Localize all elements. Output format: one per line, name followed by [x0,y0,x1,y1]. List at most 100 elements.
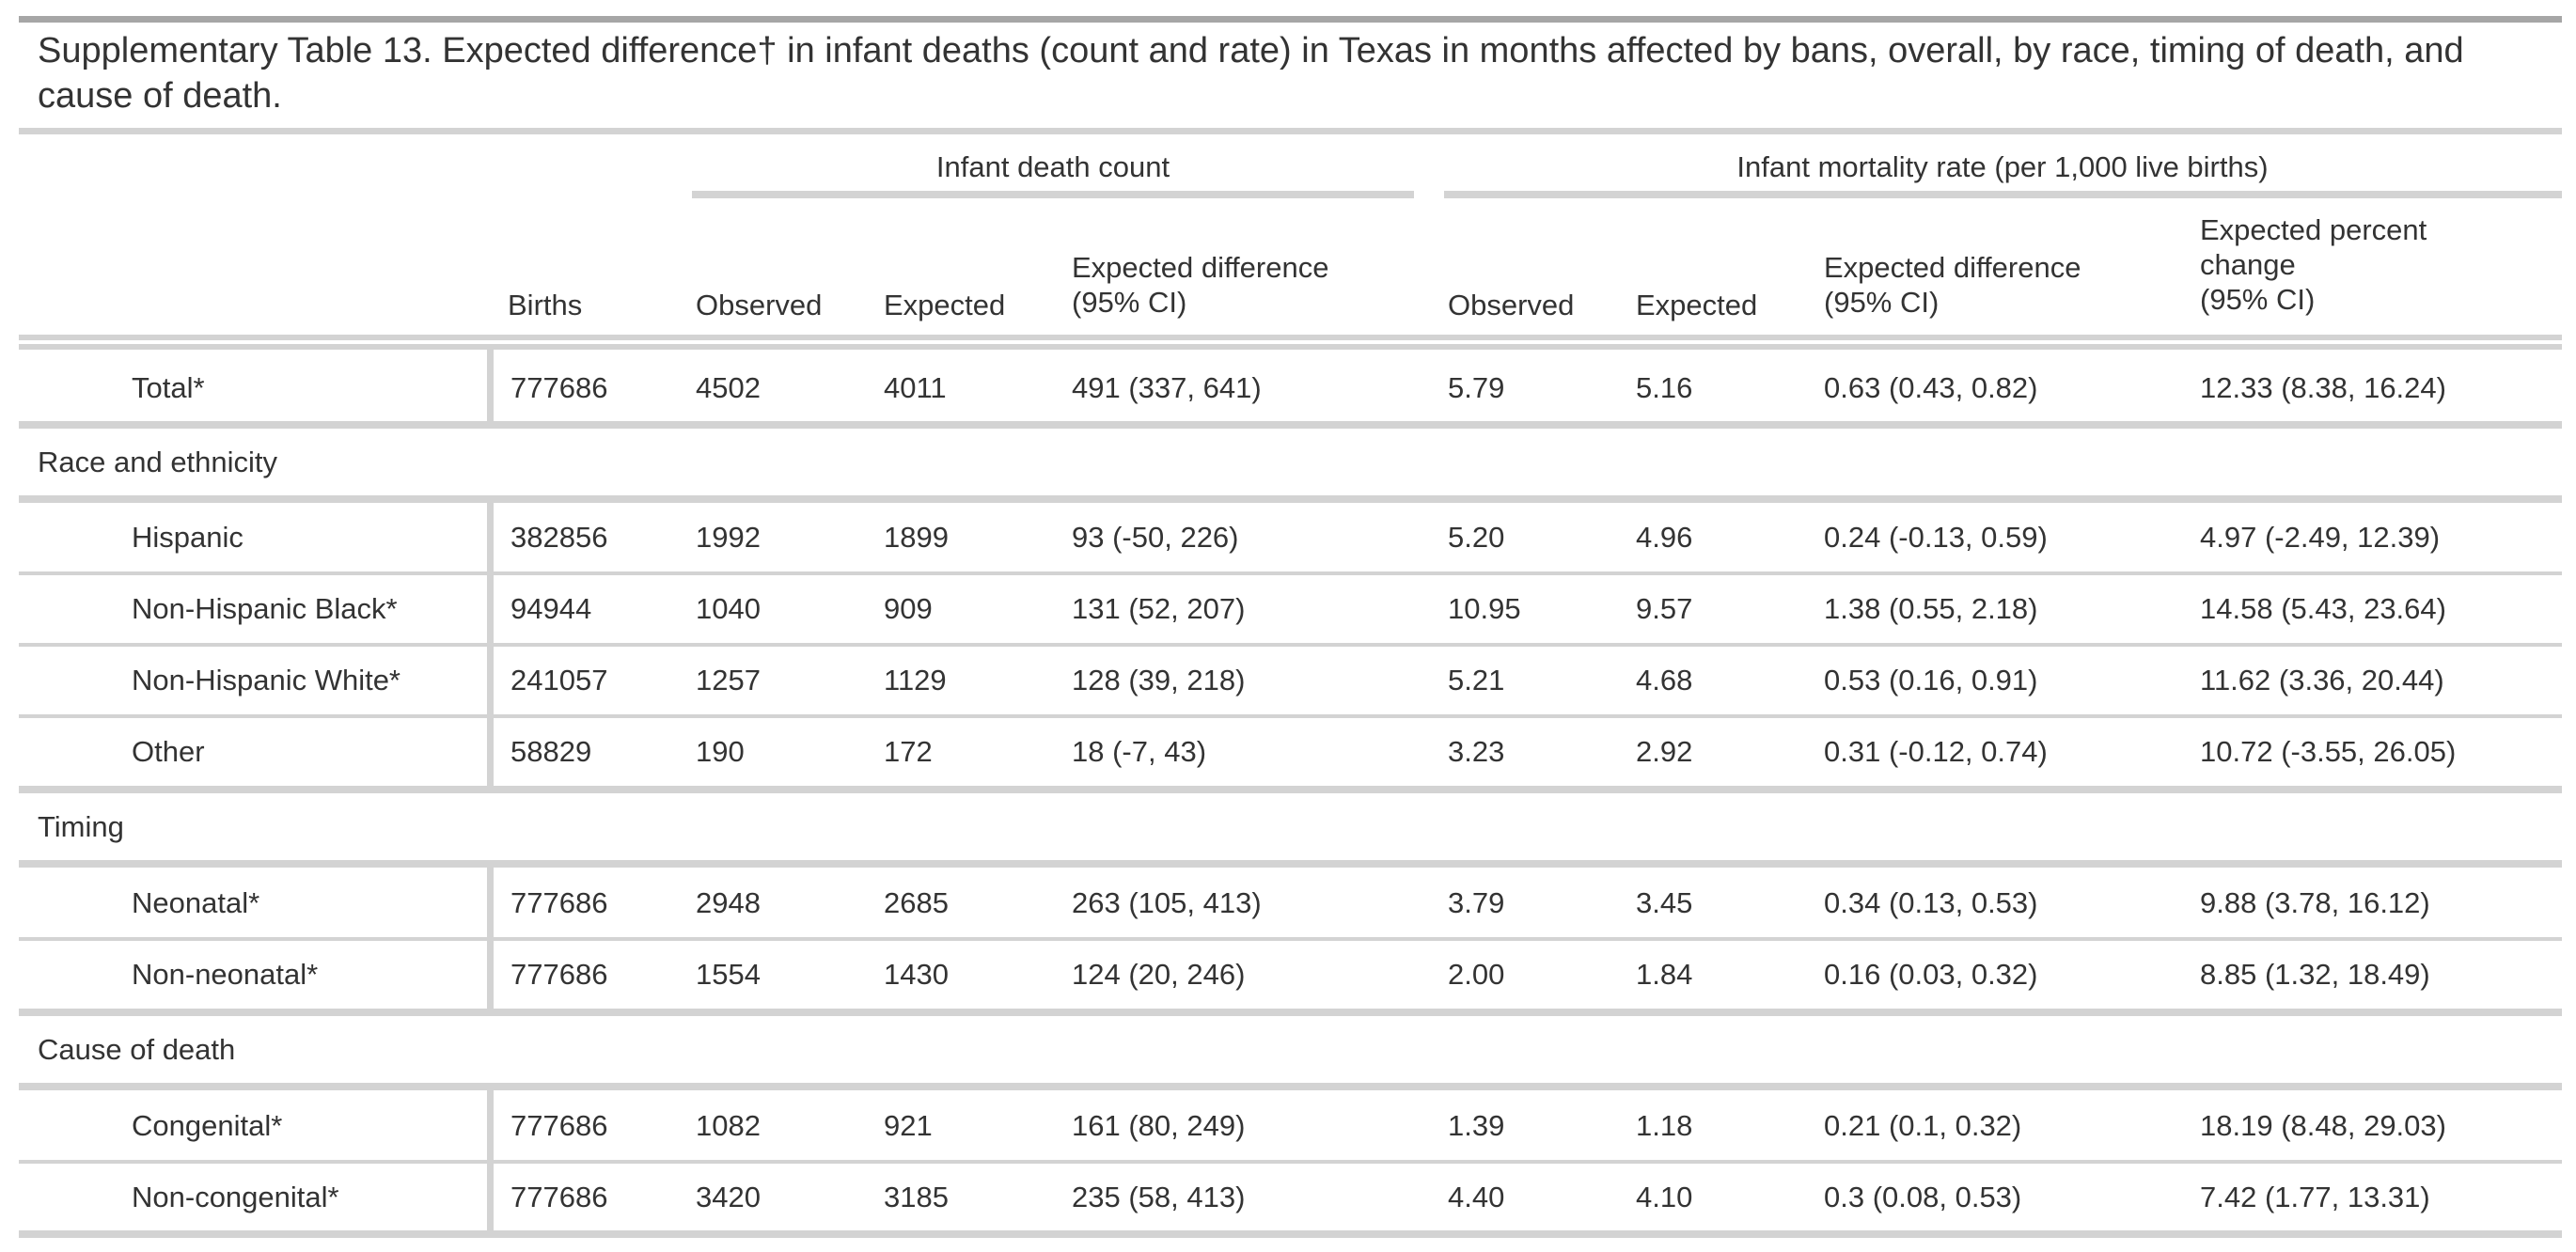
cell-observed-count: 1040 [696,592,761,625]
cell-expected-count: 921 [884,1109,933,1142]
cell-expected-count: 1129 [884,664,947,696]
section-label-cause: Cause of death [38,1033,236,1066]
cell-observed-count: 3420 [696,1181,761,1213]
cell-observed-rate: 3.79 [1448,886,1505,919]
row-label: Non-Hispanic Black* [132,592,398,625]
table-top-border [19,16,2562,23]
cell-diff-rate: 0.63 (0.43, 0.82) [1824,371,2038,404]
cell-expected-rate: 9.57 [1636,592,1693,625]
col-expected-count: Expected [884,289,1006,321]
cell-observed-rate: 5.79 [1448,371,1505,404]
cell-diff-count: 235 (58, 413) [1072,1181,1246,1213]
section-label-timing: Timing [38,810,124,843]
row-label: Congenital* [132,1109,283,1142]
group-header-rate: Infant mortality rate (per 1,000 live bi… [1736,150,2269,183]
cell-percent-change: 9.88 (3.78, 16.12) [2200,886,2430,919]
cell-expected-count: 909 [884,592,933,625]
cell-percent-change: 10.72 (-3.55, 26.05) [2200,735,2457,768]
cell-expected-rate: 1.18 [1636,1109,1693,1142]
row-divider [19,571,2562,575]
cell-observed-rate: 5.21 [1448,664,1505,696]
row-label: Non-Hispanic White* [132,664,401,696]
row-divider [19,1160,2562,1164]
row-divider [19,714,2562,718]
cell-percent-change: 18.19 (8.48, 29.03) [2200,1109,2446,1142]
col-percent-change-line1: Expected percent [2200,213,2427,246]
cell-percent-change: 11.62 (3.36, 20.44) [2200,664,2444,696]
cell-observed-count: 190 [696,735,745,768]
cell-diff-count: 263 (105, 413) [1072,886,1262,919]
section-bottom-rule [19,1009,2562,1016]
cell-expected-rate: 1.84 [1636,958,1693,991]
col-diff-count: Expected difference (95% CI) [1072,250,1328,320]
col-observed-rate: Observed [1448,289,1575,321]
col-percent-change-line2: change [2200,248,2296,281]
cell-observed-count: 1082 [696,1109,761,1142]
cell-expected-count: 1430 [884,958,949,991]
row-divider [19,643,2562,647]
cell-diff-count: 124 (20, 246) [1072,958,1246,991]
cell-births: 241057 [510,664,608,696]
cell-expected-count: 2685 [884,886,949,919]
cell-diff-rate: 1.38 (0.55, 2.18) [1824,592,2038,625]
cell-percent-change: 7.42 (1.77, 13.31) [2200,1181,2430,1213]
table-title: Supplementary Table 13. Expected differe… [38,31,2464,116]
cell-diff-rate: 0.34 (0.13, 0.53) [1824,886,2038,919]
cell-observed-rate: 10.95 [1448,592,1521,625]
group-header-count-underline [692,191,1414,198]
cell-expected-rate: 4.10 [1636,1181,1693,1213]
cell-births: 777686 [510,1181,608,1213]
table-bottom-rule [19,1230,2562,1238]
title-divider [19,128,2562,134]
cell-percent-change: 8.85 (1.32, 18.49) [2200,958,2430,991]
cell-diff-count: 18 (-7, 43) [1072,735,1207,768]
cell-births: 58829 [510,735,592,768]
section-bottom-rule [19,786,2562,793]
cell-diff-count: 131 (52, 207) [1072,592,1246,625]
row-label: Neonatal* [132,886,260,919]
cell-diff-count: 491 (337, 641) [1072,371,1262,404]
col-percent-change: Expected percent change (95% CI) [2200,212,2427,317]
col-percent-change-line3: (95% CI) [2200,283,2316,316]
cell-observed-count: 1992 [696,521,761,554]
cell-expected-rate: 2.92 [1636,735,1693,768]
cell-percent-change: 12.33 (8.38, 16.24) [2200,371,2446,404]
col-diff-count-line1: Expected difference [1072,251,1329,284]
cell-diff-rate: 0.21 (0.1, 0.32) [1824,1109,2022,1142]
cell-percent-change: 14.58 (5.43, 23.64) [2200,592,2446,625]
header-rule-top [19,335,2562,340]
cell-births: 382856 [510,521,608,554]
cell-observed-rate: 5.20 [1448,521,1505,554]
cell-percent-change: 4.97 (-2.49, 12.39) [2200,521,2441,554]
section-divider [19,495,2562,503]
section-divider [19,860,2562,868]
col-observed-count: Observed [696,289,823,321]
row-label: Hispanic [132,521,243,554]
cell-diff-rate: 0.53 (0.16, 0.91) [1824,664,2038,696]
cell-observed-rate: 4.40 [1448,1181,1505,1213]
cell-diff-rate: 0.31 (-0.12, 0.74) [1824,735,2048,768]
cell-observed-rate: 3.23 [1448,735,1505,768]
row-divider [19,937,2562,941]
cell-expected-count: 3185 [884,1181,949,1213]
cell-diff-count: 93 (-50, 226) [1072,521,1239,554]
cell-births: 777686 [510,1109,608,1142]
col-diff-rate-line1: Expected difference [1824,251,2081,284]
row-label: Non-neonatal* [132,958,319,991]
header-rule-bottom [19,344,2562,350]
cell-expected-count: 172 [884,735,933,768]
cell-births: 777686 [510,958,608,991]
section-divider [19,1083,2562,1090]
cell-expected-rate: 3.45 [1636,886,1693,919]
cell-births: 777686 [510,886,608,919]
group-header-count: Infant death count [935,150,1170,183]
cell-diff-rate: 0.24 (-0.13, 0.59) [1824,521,2048,554]
cell-observed-count: 2948 [696,886,761,919]
cell-expected-count: 4011 [884,371,947,404]
cell-births: 777686 [510,371,608,404]
cell-expected-rate: 4.68 [1636,664,1693,696]
cell-diff-count: 128 (39, 218) [1072,664,1246,696]
row-label: Total* [132,371,205,404]
col-diff-count-line2: (95% CI) [1072,286,1187,319]
stub-divider [487,350,494,423]
